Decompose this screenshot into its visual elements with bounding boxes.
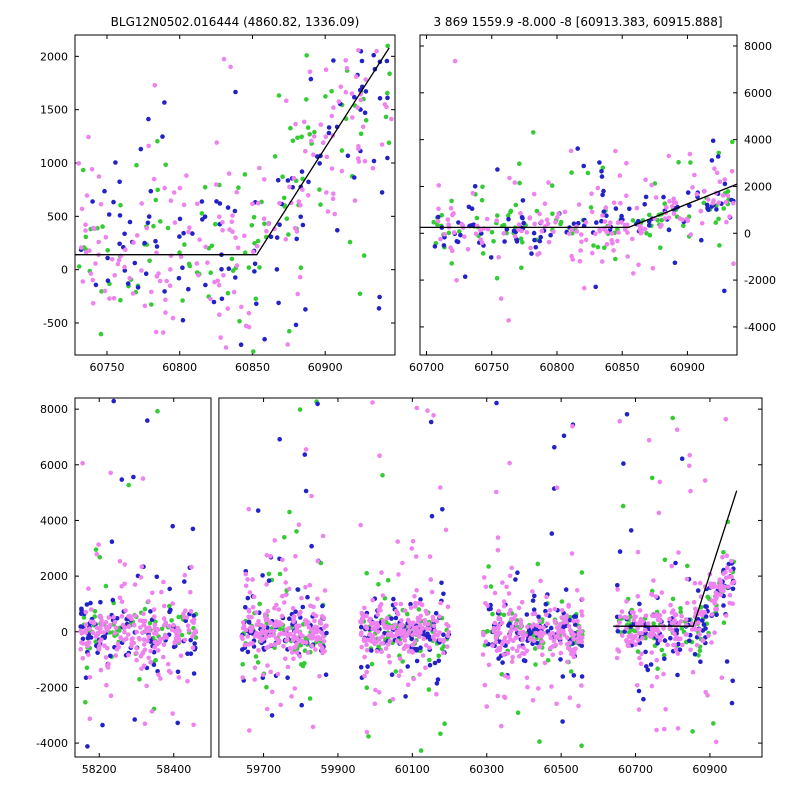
x-tick-label: 60750 [90, 361, 125, 374]
panel-top-right-title: 3 869 1559.9 -8.000 -8 [60913.383, 60915… [433, 15, 722, 29]
y-tick-label: 4000 [40, 514, 68, 527]
scatter-series-violet [76, 48, 394, 350]
panel-top-right: 60700 60750 60800 60850 60900 -4000 -2000 0 2000… [409, 34, 776, 374]
x-tick-label: 60500 [544, 763, 579, 776]
x-tick-labels: 60700 60750 60800 60850 60900 [409, 361, 705, 374]
scatter-points [431, 58, 736, 323]
axes-frame [419, 34, 738, 356]
scatter-series-violet [435, 58, 736, 323]
x-tick-label: 60800 [540, 361, 575, 374]
x-tick-label: 60850 [605, 361, 640, 374]
y-tick-label: 1000 [40, 157, 68, 170]
panels-root: 60750 60800 60850 60900 -500 0 500 1000 1500 2000… [36, 34, 776, 776]
x-tick-labels: 60750 60800 60850 60900 [90, 361, 343, 374]
x-tick-label: 58400 [156, 763, 191, 776]
x-tick-label: 59900 [321, 763, 356, 776]
y-tick-label: 8000 [744, 40, 772, 53]
y-tick-label: 0 [61, 264, 68, 277]
x-tick-label: 60700 [409, 361, 444, 374]
y-tick-label: 2000 [40, 570, 68, 583]
panel-bottom: 58200 58400 59700 59900 60100 60300 60500 60700… [36, 397, 763, 776]
axis-ticks [75, 398, 762, 757]
x-tick-label: 60700 [618, 763, 653, 776]
y-tick-label: 0 [61, 626, 68, 639]
y-tick-label: 6000 [40, 459, 68, 472]
y-tick-label: 4000 [744, 134, 772, 147]
model-line [75, 47, 390, 256]
x-tick-label: 60100 [395, 763, 430, 776]
y-tick-label: 500 [47, 210, 68, 223]
y-tick-label: -2000 [744, 274, 776, 287]
model-line [613, 490, 738, 627]
y-tick-label: 2000 [40, 50, 68, 63]
y-tick-labels: -4000 -2000 0 2000 4000 6000 8000 [744, 40, 776, 334]
x-tick-label: 58200 [82, 763, 117, 776]
y-tick-label: -500 [43, 317, 68, 330]
y-tick-label: 6000 [744, 87, 772, 100]
y-tick-label: 2000 [744, 181, 772, 194]
model-line [420, 183, 738, 229]
x-tick-label: 60750 [474, 361, 509, 374]
y-tick-labels: -4000 -2000 0 2000 4000 6000 8000 [36, 403, 68, 750]
axes-frame [74, 397, 763, 758]
y-tick-label: -4000 [36, 737, 68, 750]
y-tick-label: 0 [744, 227, 751, 240]
panel-top-left: 60750 60800 60850 60900 -500 0 500 1000 1500 2000 [40, 34, 396, 374]
x-tick-label: 60850 [235, 361, 270, 374]
y-tick-labels: -500 0 500 1000 1500 2000 [40, 50, 68, 330]
axes-frame [74, 34, 396, 356]
y-tick-label: -2000 [36, 681, 68, 694]
axis-ticks [75, 35, 395, 355]
axis-ticks [420, 35, 737, 355]
scatter-series-violet [78, 400, 737, 745]
y-tick-label: 1500 [40, 104, 68, 117]
x-tick-label: 59700 [246, 763, 281, 776]
x-tick-label: 60900 [670, 361, 705, 374]
y-tick-label: 8000 [40, 403, 68, 416]
x-tick-label: 60300 [469, 763, 504, 776]
y-tick-label: -4000 [744, 321, 776, 334]
x-tick-label: 60900 [692, 763, 727, 776]
x-tick-labels: 58200 58400 59700 59900 60100 60300 60500 60700… [82, 763, 728, 776]
scatter-points [78, 398, 737, 753]
x-tick-label: 60900 [308, 361, 343, 374]
x-tick-label: 60800 [162, 361, 197, 374]
panel-top-left-title: BLG12N0502.016444 (4860.82, 1336.09) [111, 15, 360, 29]
